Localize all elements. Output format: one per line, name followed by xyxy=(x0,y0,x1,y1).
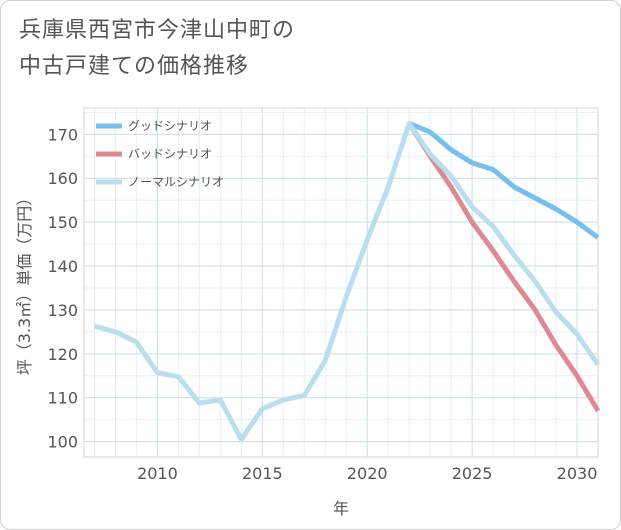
y-tick-label: 120 xyxy=(47,345,78,364)
y-tick-label: 110 xyxy=(47,389,78,408)
y-tick-label: 100 xyxy=(47,433,78,452)
y-axis-ticks: 100 110 120 130 140 150 160 170 xyxy=(47,125,78,451)
x-tick-label: 2025 xyxy=(452,464,493,483)
legend-label: ノーマルシナリオ xyxy=(128,175,224,189)
y-tick-label: 130 xyxy=(47,301,78,320)
legend-item[interactable]: ノーマルシナリオ xyxy=(96,175,224,189)
x-axis-ticks: 2010 2015 2020 2025 2030 xyxy=(137,464,597,483)
legend-label: バッドシナリオ xyxy=(128,147,212,161)
x-tick-label: 2030 xyxy=(557,464,598,483)
series-line-3 xyxy=(93,120,601,442)
legend-item[interactable]: グッドシナリオ xyxy=(96,119,212,133)
chart-title-line-2: 中古戸建ての価格推移 xyxy=(19,54,250,79)
x-tick-label: 2015 xyxy=(242,464,283,483)
series-line-1 xyxy=(408,121,600,240)
y-tick-label: 150 xyxy=(47,213,78,232)
x-axis-label: 年 xyxy=(333,499,349,518)
chart-title: 兵庫県西宮市今津山中町の 中古戸建ての価格推移 xyxy=(19,13,399,85)
series-line-2 xyxy=(407,122,601,413)
legend-item[interactable]: バッドシナリオ xyxy=(96,147,212,161)
plot-area-frame xyxy=(83,107,599,458)
y-axis-label: 坪（3.3㎡）単価（万円） xyxy=(15,190,34,375)
chart-title-line-1: 兵庫県西宮市今津山中町の xyxy=(19,18,296,43)
y-tick-label: 160 xyxy=(47,169,78,188)
legend-label: グッドシナリオ xyxy=(128,119,212,133)
y-tick-label: 170 xyxy=(47,125,78,144)
grid xyxy=(84,108,599,457)
y-tick-label: 140 xyxy=(47,257,78,276)
x-tick-label: 2020 xyxy=(347,464,388,483)
x-tick-label: 2010 xyxy=(137,464,178,483)
series-lines xyxy=(93,120,601,442)
